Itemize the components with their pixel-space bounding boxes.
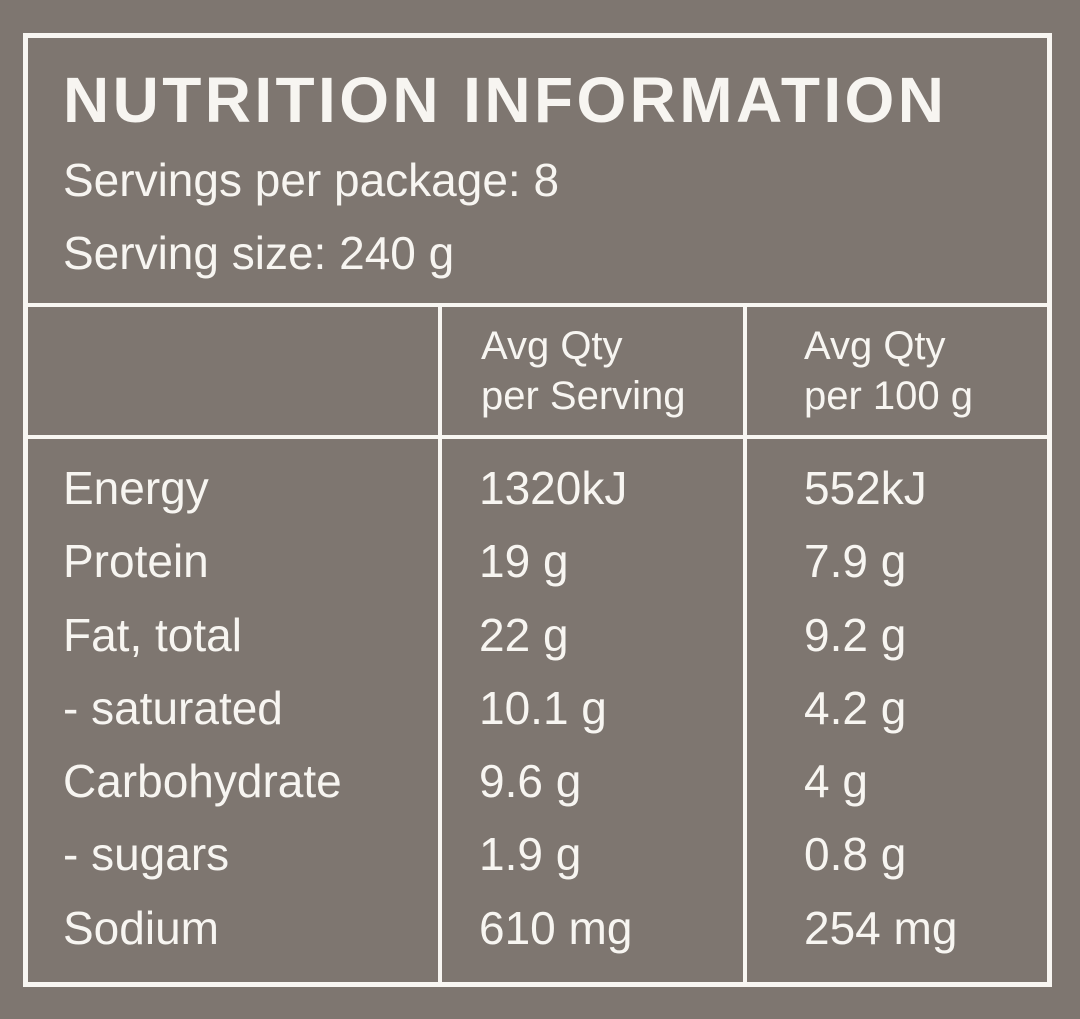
- column-header-per-100g: Avg Qty per 100 g: [804, 321, 973, 421]
- nutrient-name: - saturated: [63, 681, 283, 734]
- column-header-line: per 100 g: [804, 374, 974, 418]
- per-100g-value: 9.2 g: [804, 608, 907, 661]
- per-100g-value: 4 g: [804, 755, 868, 808]
- table-row-sugars: - sugars 1.9 g 0.8 g: [28, 824, 1047, 897]
- nutrient-table-body: Energy 1320kJ 552kJ Protein 19 g 7.9 g F…: [28, 458, 1047, 971]
- per-serving-value: 1.9 g: [479, 828, 582, 881]
- per-serving-value: 1320kJ: [479, 462, 628, 514]
- divider-header: [28, 303, 1047, 307]
- per-serving-value: 9.6 g: [479, 755, 582, 808]
- table-row-saturated: - saturated 10.1 g 4.2 g: [28, 678, 1047, 751]
- nutrition-panel: NUTRITION INFORMATION Servings per packa…: [23, 33, 1052, 987]
- table-row-protein: Protein 19 g 7.9 g: [28, 531, 1047, 604]
- per-serving-value: 22 g: [479, 608, 569, 661]
- column-header-line: Avg Qty: [481, 324, 623, 368]
- nutrient-name: Energy: [63, 462, 209, 514]
- per-100g-value: 0.8 g: [804, 828, 907, 881]
- servings-per-package: Servings per package: 8: [63, 154, 560, 206]
- serving-size: Serving size: 240 g: [63, 227, 455, 279]
- nutrient-name: Carbohydrate: [63, 755, 342, 808]
- nutrient-name: Fat, total: [63, 608, 242, 661]
- column-header-line: per Serving: [481, 374, 686, 418]
- nutrient-name: Protein: [63, 535, 209, 588]
- column-header-per-serving: Avg Qty per Serving: [481, 321, 686, 421]
- column-divider-1: [438, 303, 442, 982]
- nutrient-name: Sodium: [63, 901, 219, 954]
- per-serving-value: 610 mg: [479, 901, 633, 954]
- panel-title: NUTRITION INFORMATION: [63, 64, 948, 136]
- per-100g-value: 4.2 g: [804, 681, 907, 734]
- per-100g-value: 552kJ: [804, 462, 927, 514]
- table-row-fat-total: Fat, total 22 g 9.2 g: [28, 605, 1047, 678]
- column-header-line: Avg Qty: [804, 324, 946, 368]
- per-serving-value: 10.1 g: [479, 681, 607, 734]
- column-divider-2: [743, 303, 747, 982]
- table-row-sodium: Sodium 610 mg 254 mg: [28, 898, 1047, 971]
- divider-column-header: [28, 435, 1047, 439]
- per-serving-value: 19 g: [479, 535, 569, 588]
- table-row-carbohydrate: Carbohydrate 9.6 g 4 g: [28, 751, 1047, 824]
- table-row-energy: Energy 1320kJ 552kJ: [28, 458, 1047, 531]
- per-100g-value: 254 mg: [804, 901, 958, 954]
- per-100g-value: 7.9 g: [804, 535, 907, 588]
- nutrient-name: - sugars: [63, 828, 230, 881]
